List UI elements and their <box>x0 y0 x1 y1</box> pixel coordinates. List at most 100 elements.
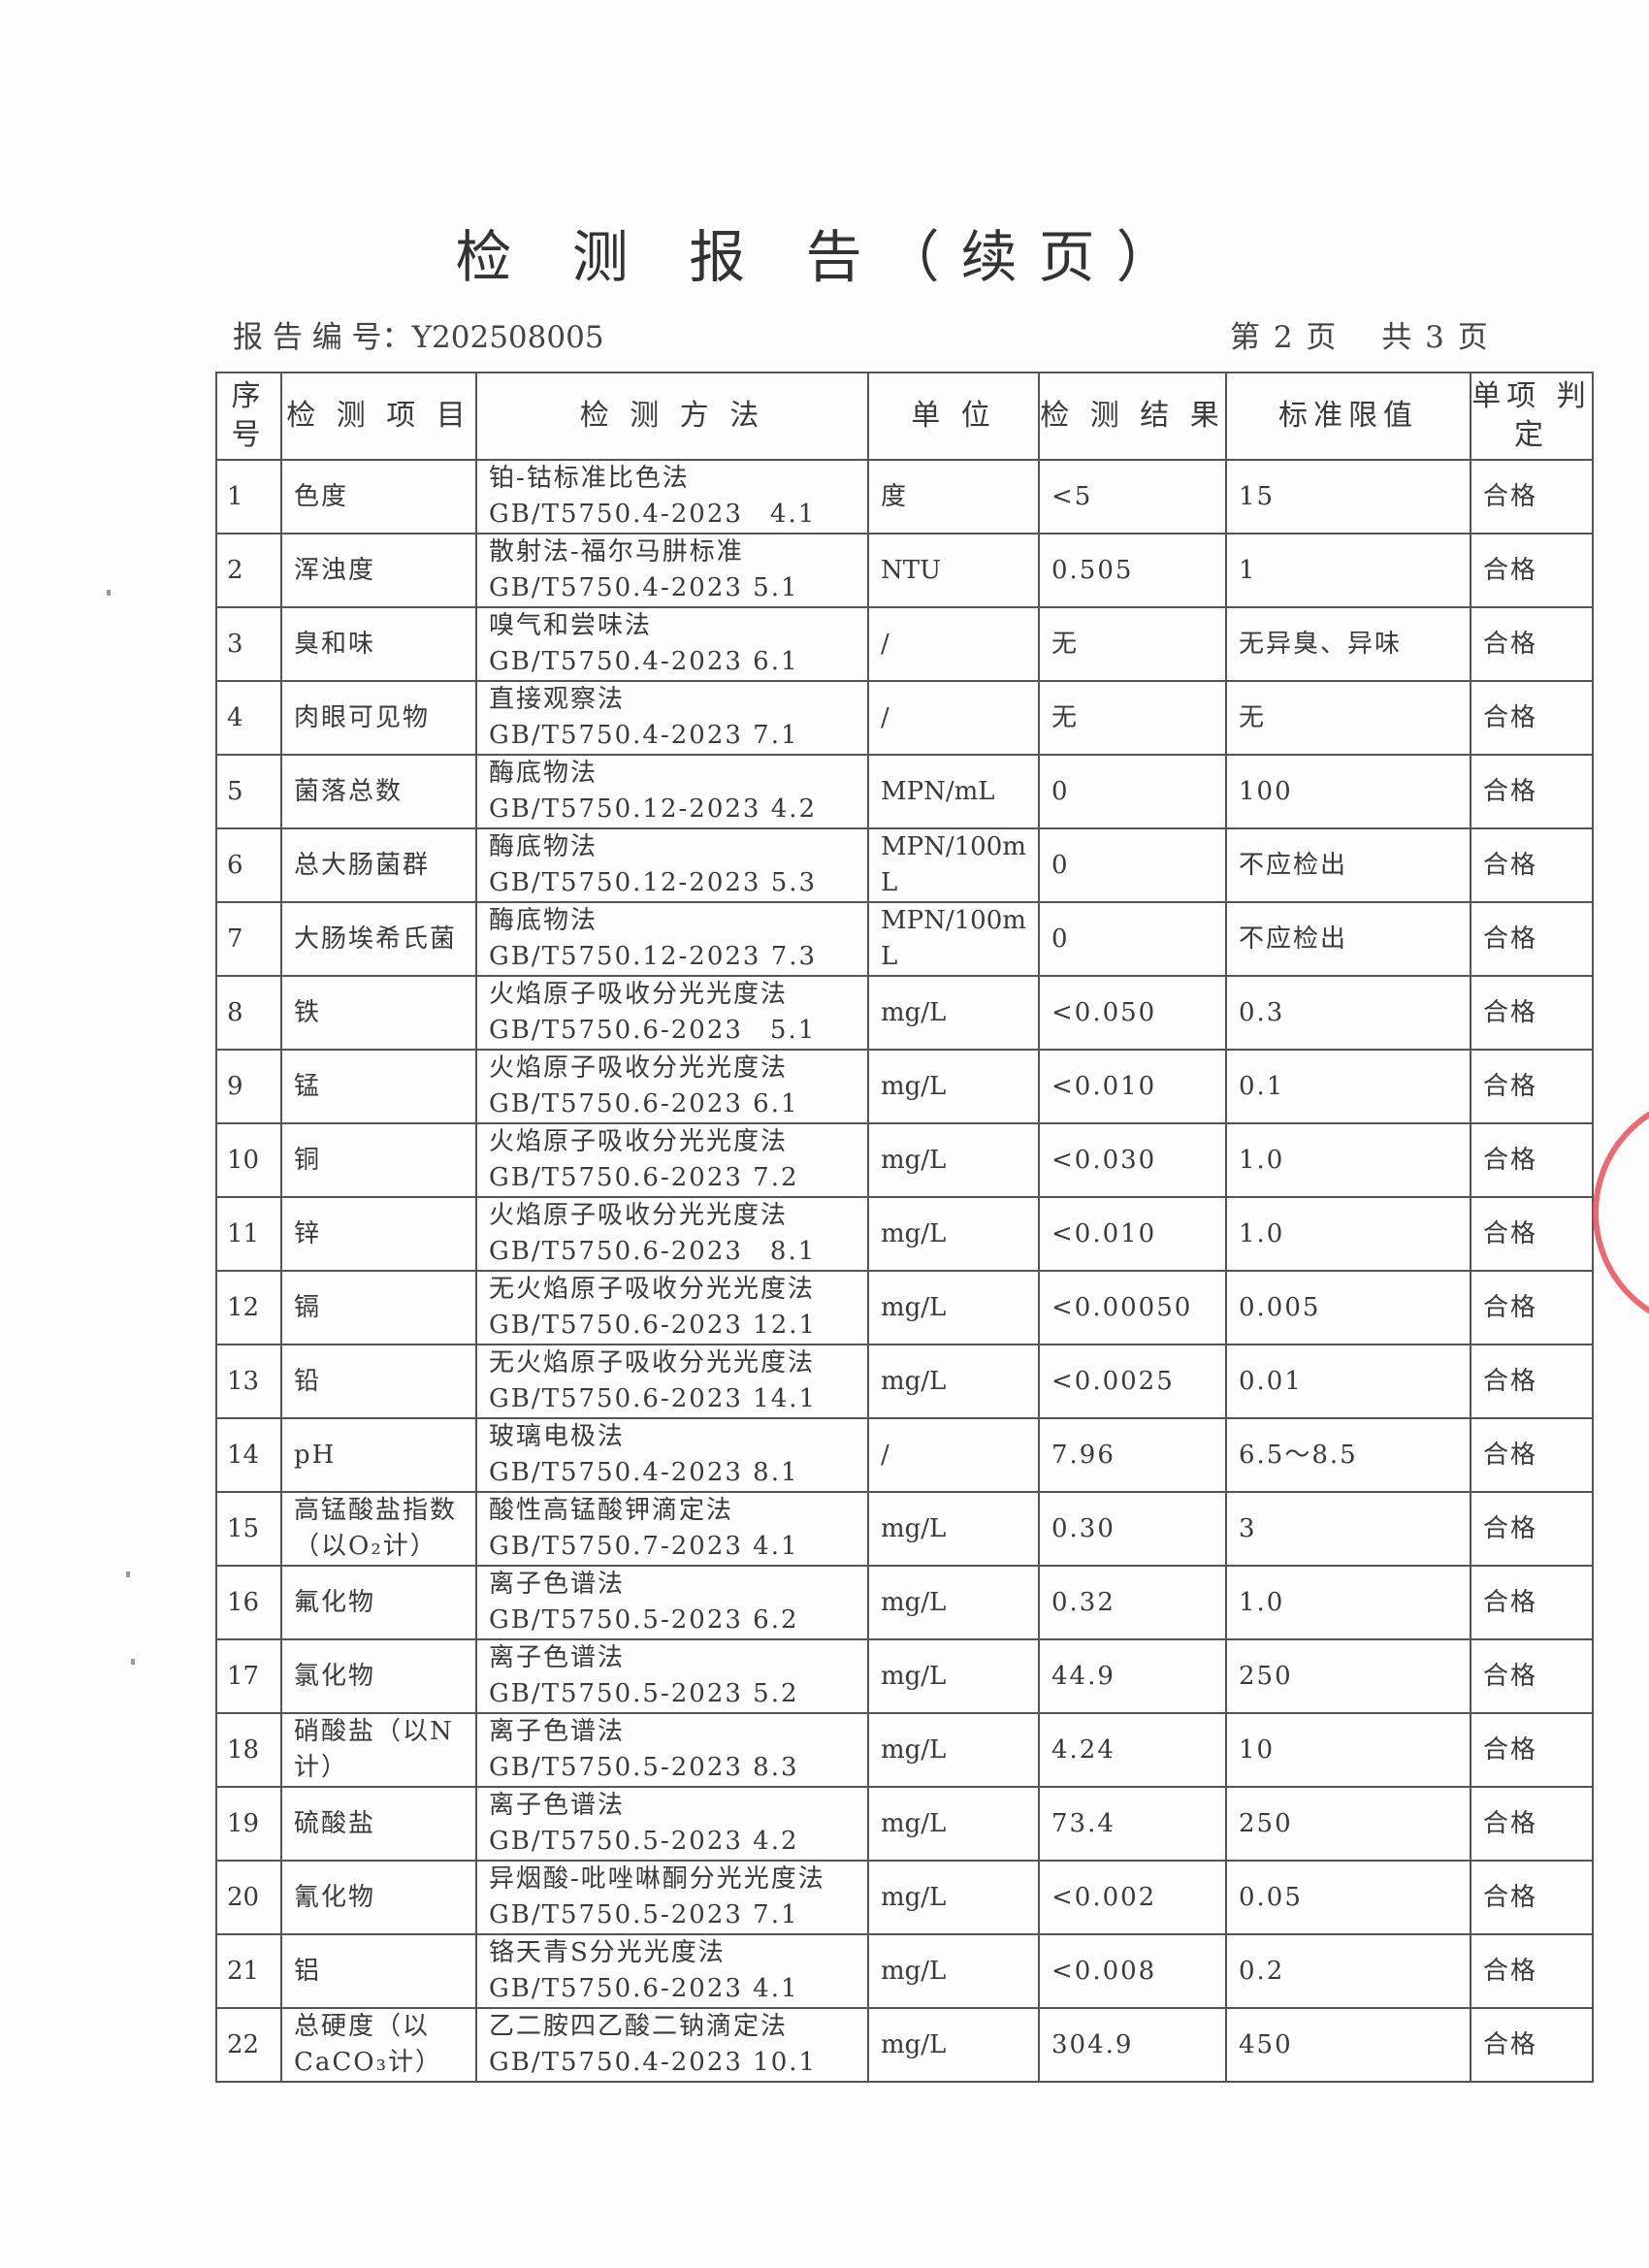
cell-limit: 0.1 <box>1225 1049 1471 1124</box>
limit-text: 0.01 <box>1239 1366 1303 1396</box>
verdict-text: 合格 <box>1483 702 1538 732</box>
method-standard: GB/T5750.4-2023 6.1 <box>489 647 799 676</box>
cell-method: 酶底物法 GB/T5750.12-2023 4.2 <box>475 754 869 829</box>
cell-result: 0 <box>1038 901 1227 977</box>
cell-seq: 2 <box>215 533 282 608</box>
cell-verdict: 合格 <box>1470 1491 1594 1567</box>
cell-unit: mg/L <box>867 1344 1040 1419</box>
cell-item: 氯化物 <box>280 1638 477 1714</box>
limit-text: 6.5～8.5 <box>1239 1440 1358 1470</box>
cell-seq: 9 <box>215 1049 282 1124</box>
item-text: 铝 <box>294 1956 322 1986</box>
method-name: 火焰原子吸收分光光度法 <box>489 980 789 1009</box>
header-verdict: 单项 判定 <box>1470 372 1594 461</box>
cell-limit: 0.05 <box>1225 1860 1471 1935</box>
table-row: 11 锌 火焰原子吸收分光光度法 GB/T5750.6-2023 8.1 mg/L <0.… <box>215 1196 1594 1272</box>
cell-method: 散射法-福尔马肼标准 GB/T5750.4-2023 5.1 <box>475 533 869 608</box>
seq-text: 9 <box>227 1071 243 1101</box>
red-seal-stamp <box>1593 1111 1649 1314</box>
page-info: 第 2 页 共 3 页 <box>1230 320 1490 355</box>
result-text: 44.9 <box>1051 1661 1116 1691</box>
seq-text: 5 <box>227 776 243 806</box>
verdict-text: 合格 <box>1483 923 1538 954</box>
cell-verdict: 合格 <box>1470 754 1594 829</box>
cell-verdict: 合格 <box>1470 1417 1594 1493</box>
result-text: <5 <box>1051 481 1093 511</box>
result-text: 0 <box>1051 923 1070 954</box>
unit-text: mg/L <box>881 1145 947 1175</box>
cell-seq: 5 <box>215 754 282 829</box>
cell-limit: 不应检出 <box>1225 827 1471 903</box>
cell-limit: 15 <box>1225 459 1471 535</box>
result-text: <0.050 <box>1051 997 1157 1027</box>
seq-text: 20 <box>227 1882 260 1912</box>
cell-item: 镉 <box>280 1270 477 1345</box>
table-row: 14 pH 玻璃电极法 GB/T5750.4-2023 8.1 / 7.96 6.5～8.5… <box>215 1417 1594 1493</box>
verdict-text: 合格 <box>1483 1882 1538 1912</box>
cell-result: <0.0025 <box>1038 1344 1227 1419</box>
cell-unit: MPN/100mL <box>867 901 1040 977</box>
results-table: 序号 检 测 项 目 检 测 方 法 单 位 检 测 结 果 标准限值 单项 判… <box>215 372 1594 2083</box>
cell-limit: 0.2 <box>1225 1933 1471 2009</box>
page-title: 检 测 报 告（续页） <box>455 224 1194 290</box>
cell-method: 嗅气和尝味法 GB/T5750.4-2023 6.1 <box>475 606 869 682</box>
limit-text: 0.3 <box>1239 997 1285 1027</box>
limit-text: 10 <box>1239 1734 1276 1765</box>
result-text: <0.010 <box>1051 1218 1157 1248</box>
unit-text: mg/L <box>881 1071 947 1101</box>
cell-verdict: 合格 <box>1470 827 1594 903</box>
cell-result: 73.4 <box>1038 1786 1227 1862</box>
cell-item: 高锰酸盐指数（以O₂计） <box>280 1491 477 1567</box>
cell-result: <0.002 <box>1038 1860 1227 1935</box>
table-header: 序号 检 测 项 目 检 测 方 法 单 位 检 测 结 果 标准限值 单项 判… <box>215 372 1594 461</box>
result-text: <0.008 <box>1051 1956 1157 1986</box>
report-number: 报 告 编 号：Y202508005 <box>233 312 604 356</box>
method-standard: GB/T5750.5-2023 6.2 <box>489 1605 799 1635</box>
method-standard: GB/T5750.12-2023 5.3 <box>489 868 818 897</box>
cell-seq: 13 <box>215 1344 282 1419</box>
cell-method: 直接观察法 GB/T5750.4-2023 7.1 <box>475 680 869 756</box>
cell-item: 铅 <box>280 1344 477 1419</box>
cell-item: 铁 <box>280 975 477 1051</box>
cell-limit: 无 <box>1225 680 1471 756</box>
limit-text: 无 <box>1239 702 1267 732</box>
cell-limit: 6.5～8.5 <box>1225 1417 1471 1493</box>
cell-method: 酸性高锰酸钾滴定法 GB/T5750.7-2023 4.1 <box>475 1491 869 1567</box>
cell-item: 总大肠菌群 <box>280 827 477 903</box>
item-text: pH <box>294 1440 337 1470</box>
cell-seq: 20 <box>215 1860 282 1935</box>
table-row: 12 镉 无火焰原子吸收分光光度法 GB/T5750.6-2023 12.1 mg/L <… <box>215 1270 1594 1345</box>
seq-text: 4 <box>227 702 243 732</box>
unit-text: mg/L <box>881 997 947 1027</box>
verdict-text: 合格 <box>1483 1661 1538 1691</box>
cell-unit: / <box>867 1417 1040 1493</box>
seq-text: 10 <box>227 1145 260 1175</box>
limit-text: 250 <box>1239 1661 1293 1691</box>
limit-text: 0.005 <box>1239 1292 1321 1322</box>
cell-method: 异烟酸-吡唑啉酮分光光度法 GB/T5750.5-2023 7.1 <box>475 1860 869 1935</box>
table-row: 5 菌落总数 酶底物法 GB/T5750.12-2023 4.2 MPN/mL 0 100 合… <box>215 754 1594 829</box>
cell-method: 酶底物法 GB/T5750.12-2023 7.3 <box>475 901 869 977</box>
seq-text: 7 <box>227 923 243 954</box>
cell-seq: 19 <box>215 1786 282 1862</box>
cell-verdict: 合格 <box>1470 1565 1594 1640</box>
limit-text: 450 <box>1239 2029 1293 2059</box>
verdict-text: 合格 <box>1483 997 1538 1027</box>
cell-unit: / <box>867 606 1040 682</box>
table-row: 8 铁 火焰原子吸收分光光度法 GB/T5750.6-2023 5.1 mg/L <0.0… <box>215 975 1594 1051</box>
table-row: 21 铝 铬天青S分光光度法 GB/T5750.6-2023 4.1 mg/L <0.00… <box>215 1933 1594 2009</box>
cell-verdict: 合格 <box>1470 1270 1594 1345</box>
result-text: 304.9 <box>1051 2029 1134 2059</box>
unit-text: mg/L <box>881 1292 947 1322</box>
cell-seq: 22 <box>215 2007 282 2083</box>
cell-unit: / <box>867 680 1040 756</box>
table-row: 6 总大肠菌群 酶底物法 GB/T5750.12-2023 5.3 MPN/100mL 0… <box>215 827 1594 903</box>
cell-verdict: 合格 <box>1470 1344 1594 1419</box>
method-standard: GB/T5750.12-2023 7.3 <box>489 942 818 971</box>
cell-method: 离子色谱法 GB/T5750.5-2023 6.2 <box>475 1565 869 1640</box>
method-name: 酸性高锰酸钾滴定法 <box>489 1496 734 1525</box>
verdict-text: 合格 <box>1483 776 1538 806</box>
method-name: 酶底物法 <box>489 906 598 935</box>
cell-seq: 3 <box>215 606 282 682</box>
cell-result: 0.505 <box>1038 533 1227 608</box>
